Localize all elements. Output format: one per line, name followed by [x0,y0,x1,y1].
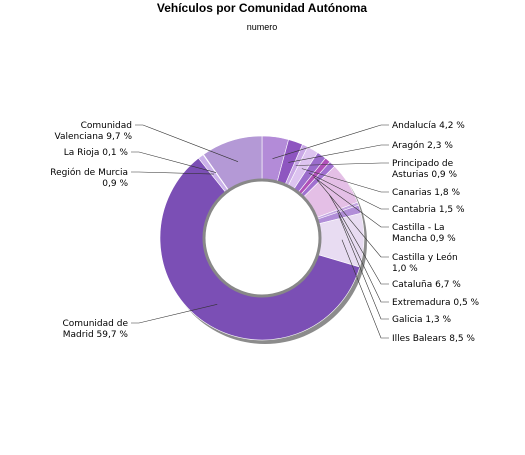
slice-label: Illes Balears 8,5 % [392,334,475,344]
slice-label: Cantabria 1,5 % [392,205,465,215]
leader-line [135,124,239,162]
leader-line [316,179,389,258]
slice-label: Castilla y León 1,0 % [392,252,458,274]
leader-line [308,172,389,210]
slice-label: Galicia 1,3 % [392,315,451,325]
slice-label: Cataluña 6,7 % [392,280,461,290]
slice-label: Extremadura 0,5 % [392,298,480,308]
slice-label: Principado de Asturias 0,9 % [392,159,458,180]
leader-line [272,124,389,159]
slice-label: Región de Murcia 0,9 % [50,167,128,189]
slice-label: Canarias 1,8 % [392,188,460,198]
leader-line [338,215,389,320]
leader-line [288,144,389,163]
slice-label: Aragón 2,3 % [392,140,453,151]
leader-line [301,168,389,193]
slice-label: Castilla - La Mancha 0,9 % [392,223,456,244]
leader-line [131,171,214,175]
leader-line [329,194,389,285]
leader-line [313,176,389,228]
slice-label: La Rioja 0,1 % [64,148,129,158]
leader-line [337,211,389,303]
chart-title: Vehículos por Comunidad Autónoma [157,1,368,15]
leader-line [295,162,389,166]
slice-label: Andalucía 4,2 % [392,121,465,131]
chart-subtitle: numero [247,22,278,32]
slice-label: Comunidad de Madrid 59,7 % [62,319,128,340]
donut-hole [202,178,322,298]
leader-line [131,151,217,173]
slice-label: Comunidad Valenciana 9,7 % [55,121,133,142]
leader-line [131,304,218,324]
leader-line [341,239,389,339]
